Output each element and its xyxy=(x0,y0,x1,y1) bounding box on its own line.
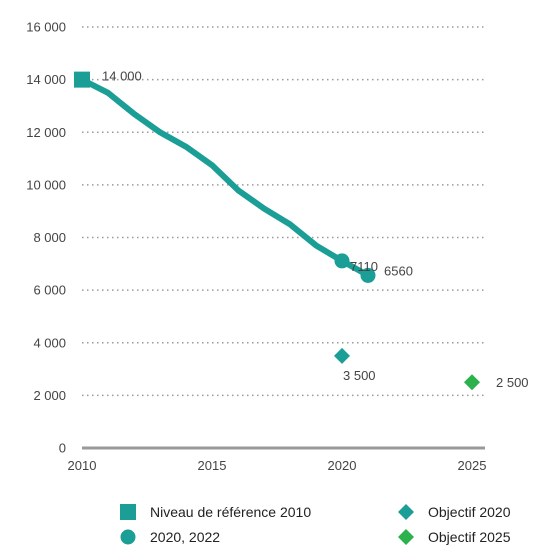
legend-item: Objectif 2025 xyxy=(398,529,511,545)
x-tick-label: 2020 xyxy=(328,458,357,473)
x-tick-label: 2015 xyxy=(198,458,227,473)
trend-line-layer xyxy=(79,76,371,279)
y-tick-label: 12 000 xyxy=(26,125,66,140)
legend-item: Objectif 2020 xyxy=(398,504,511,520)
y-tick-label: 0 xyxy=(59,441,66,456)
legend-label: 2020, 2022 xyxy=(150,529,220,545)
data-label: 7110 xyxy=(350,259,378,274)
diamond-marker xyxy=(464,374,480,391)
data-label: 14 000 xyxy=(102,69,142,84)
x-tick-label: 2025 xyxy=(458,458,487,473)
square-legend-marker xyxy=(120,504,136,520)
trend-line xyxy=(79,76,371,279)
diamond-marker xyxy=(334,347,350,364)
legend-item: 2020, 2022 xyxy=(120,529,220,545)
y-tick-label: 14 000 xyxy=(26,72,66,87)
y-tick-label: 16 000 xyxy=(26,20,66,35)
legend-label: Objectif 2020 xyxy=(428,504,511,520)
legend-label: Niveau de référence 2010 xyxy=(150,504,311,520)
circle-legend-marker xyxy=(120,529,136,545)
legend-label: Objectif 2025 xyxy=(428,529,511,545)
grid xyxy=(82,26,485,397)
y-tick-label: 4 000 xyxy=(33,335,66,350)
y-tick-label: 8 000 xyxy=(33,230,66,245)
y-axis-ticks: 0 2 000 4 000 6 000 8 000 10 000 12 000 14 000 1… xyxy=(26,20,66,456)
y-tick-label: 10 000 xyxy=(26,177,66,192)
legend: Niveau de référence 2010 2020, 2022 Object… xyxy=(120,504,511,545)
x-tick-label: 2010 xyxy=(68,458,97,473)
markers-layer xyxy=(74,71,480,391)
square-marker xyxy=(74,71,90,88)
circle-marker xyxy=(360,267,376,283)
diamond-legend-marker xyxy=(398,529,414,545)
x-axis-ticks: 2010 2015 2020 2025 xyxy=(68,458,487,473)
data-label: 2 500 xyxy=(496,375,529,390)
data-labels-layer: 14 000 7110 6560 3 500 2 500 xyxy=(102,69,529,391)
circle-marker xyxy=(334,253,350,269)
data-label: 3 500 xyxy=(343,368,376,383)
legend-item: Niveau de référence 2010 xyxy=(120,504,311,520)
diamond-legend-marker xyxy=(398,504,414,520)
y-tick-label: 6 000 xyxy=(33,283,66,298)
data-label: 6560 xyxy=(384,263,413,278)
y-tick-label: 2 000 xyxy=(33,388,66,403)
